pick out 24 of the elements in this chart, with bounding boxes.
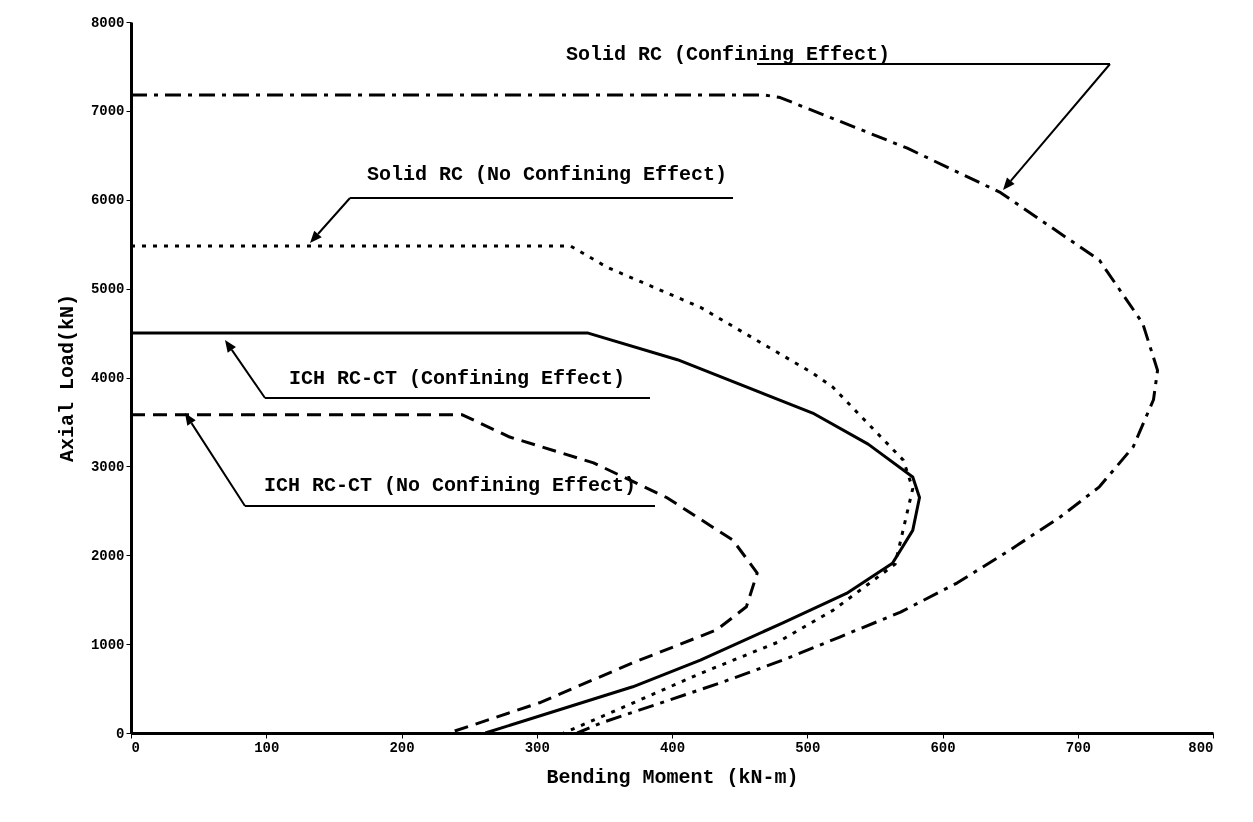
x-tick-label: 200 xyxy=(389,739,415,756)
x-tick-label: 0 xyxy=(131,739,140,756)
x-tick-label: 500 xyxy=(795,739,821,756)
x-tick-label: 600 xyxy=(930,739,956,756)
x-tick-label: 100 xyxy=(254,739,280,756)
annotation: Solid RC (Confining Effect) xyxy=(565,43,891,66)
x-tick-label: 300 xyxy=(524,739,550,756)
y-tick-label: 2000 xyxy=(90,547,125,564)
annotation: ICH RC-CT (Confining Effect) xyxy=(288,367,626,390)
x-tick-label: 400 xyxy=(659,739,686,756)
y-tick-label: 6000 xyxy=(90,192,125,209)
y-tick-label: 5000 xyxy=(90,281,125,298)
y-tick-label: 8000 xyxy=(90,14,125,31)
annotation: ICH RC-CT (No Confining Effect) xyxy=(263,474,637,497)
y-tick-label: 3000 xyxy=(90,458,125,475)
y-axis-title: Axial Load(kN) xyxy=(55,293,79,463)
y-tick-label: 7000 xyxy=(90,103,125,120)
y-tick-label: 0 xyxy=(116,725,125,742)
y-tick-label: 1000 xyxy=(90,636,125,653)
y-tick-label: 4000 xyxy=(90,370,125,386)
x-tick-label: 800 xyxy=(1188,739,1214,756)
x-tick-label: 700 xyxy=(1065,739,1091,756)
x-axis-title: Bending Moment (kN-m) xyxy=(546,765,799,789)
annotation: Solid RC (No Confining Effect) xyxy=(366,163,728,186)
